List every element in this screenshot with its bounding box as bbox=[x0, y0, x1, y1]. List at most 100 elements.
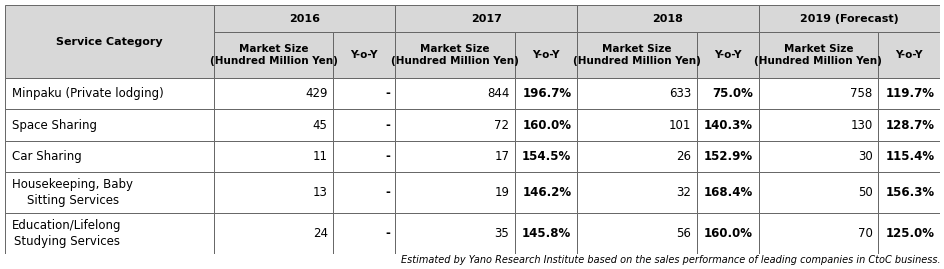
Bar bbox=[514, 32, 577, 78]
Bar bbox=[696, 32, 758, 78]
Bar bbox=[395, 5, 577, 32]
Bar bbox=[213, 141, 333, 172]
Text: 50: 50 bbox=[857, 186, 871, 199]
Bar bbox=[333, 172, 395, 213]
Text: 56: 56 bbox=[675, 227, 690, 240]
Bar bbox=[5, 141, 213, 172]
Bar bbox=[514, 141, 577, 172]
Text: 152.9%: 152.9% bbox=[703, 150, 752, 163]
Text: Car Sharing: Car Sharing bbox=[12, 150, 82, 163]
Bar bbox=[395, 172, 514, 213]
Bar bbox=[333, 109, 395, 141]
Bar bbox=[877, 213, 939, 254]
Bar bbox=[213, 213, 333, 254]
Bar bbox=[577, 78, 696, 109]
Text: 140.3%: 140.3% bbox=[703, 119, 752, 132]
Bar bbox=[333, 141, 395, 172]
Bar bbox=[696, 213, 758, 254]
Text: 633: 633 bbox=[668, 87, 690, 100]
Bar bbox=[877, 172, 939, 213]
Text: -: - bbox=[384, 87, 390, 100]
Bar bbox=[395, 109, 514, 141]
Text: 196.7%: 196.7% bbox=[522, 87, 571, 100]
Bar bbox=[877, 78, 939, 109]
Bar bbox=[696, 109, 758, 141]
Bar bbox=[577, 109, 696, 141]
Text: -: - bbox=[384, 186, 390, 199]
Bar bbox=[5, 109, 213, 141]
Bar bbox=[213, 109, 333, 141]
Text: Service Category: Service Category bbox=[56, 37, 162, 47]
Text: Minpaku (Private lodging): Minpaku (Private lodging) bbox=[12, 87, 164, 100]
Bar bbox=[577, 172, 696, 213]
Text: 125.0%: 125.0% bbox=[885, 227, 934, 240]
Bar bbox=[395, 141, 514, 172]
Text: 130: 130 bbox=[850, 119, 871, 132]
Text: 160.0%: 160.0% bbox=[703, 227, 752, 240]
Bar bbox=[213, 172, 333, 213]
Text: 17: 17 bbox=[494, 150, 509, 163]
Bar bbox=[213, 5, 395, 32]
Text: 2017: 2017 bbox=[470, 14, 501, 24]
Text: Market Size
(Hundred Million Yen): Market Size (Hundred Million Yen) bbox=[753, 44, 882, 66]
Bar bbox=[877, 141, 939, 172]
Text: 75.0%: 75.0% bbox=[712, 87, 752, 100]
Text: Market Size
(Hundred Million Yen): Market Size (Hundred Million Yen) bbox=[572, 44, 700, 66]
Text: Education/Lifelong
Studying Services: Education/Lifelong Studying Services bbox=[12, 219, 122, 248]
Bar bbox=[577, 32, 696, 78]
Text: 70: 70 bbox=[857, 227, 871, 240]
Text: 115.4%: 115.4% bbox=[885, 150, 934, 163]
Bar bbox=[577, 141, 696, 172]
Bar bbox=[758, 213, 877, 254]
Text: 2018: 2018 bbox=[651, 14, 683, 24]
Bar bbox=[395, 78, 514, 109]
Text: 11: 11 bbox=[312, 150, 328, 163]
Text: 2016: 2016 bbox=[289, 14, 320, 24]
Text: 26: 26 bbox=[675, 150, 690, 163]
Text: Market Size
(Hundred Million Yen): Market Size (Hundred Million Yen) bbox=[210, 44, 337, 66]
Text: 429: 429 bbox=[305, 87, 328, 100]
Text: 30: 30 bbox=[857, 150, 871, 163]
Bar bbox=[5, 172, 213, 213]
Text: 35: 35 bbox=[494, 227, 509, 240]
Text: Y-o-Y: Y-o-Y bbox=[713, 50, 740, 60]
Text: 145.8%: 145.8% bbox=[522, 227, 571, 240]
Bar bbox=[758, 172, 877, 213]
Text: 160.0%: 160.0% bbox=[522, 119, 571, 132]
Text: 19: 19 bbox=[494, 186, 509, 199]
Text: 128.7%: 128.7% bbox=[885, 119, 934, 132]
Text: 844: 844 bbox=[486, 87, 509, 100]
Text: Space Sharing: Space Sharing bbox=[12, 119, 97, 132]
Bar bbox=[758, 5, 939, 32]
Bar bbox=[213, 78, 333, 109]
Text: Y-o-Y: Y-o-Y bbox=[350, 50, 378, 60]
Bar bbox=[877, 109, 939, 141]
Bar bbox=[758, 78, 877, 109]
Bar bbox=[696, 141, 758, 172]
Text: 101: 101 bbox=[667, 119, 690, 132]
Text: Market Size
(Hundred Million Yen): Market Size (Hundred Million Yen) bbox=[391, 44, 518, 66]
Text: 168.4%: 168.4% bbox=[703, 186, 752, 199]
Text: 119.7%: 119.7% bbox=[885, 87, 934, 100]
Bar bbox=[758, 32, 877, 78]
Bar bbox=[333, 32, 395, 78]
Bar bbox=[213, 32, 333, 78]
Bar bbox=[696, 172, 758, 213]
Text: 45: 45 bbox=[312, 119, 328, 132]
Bar bbox=[514, 78, 577, 109]
Text: Y-o-Y: Y-o-Y bbox=[895, 50, 922, 60]
Text: 146.2%: 146.2% bbox=[522, 186, 571, 199]
Text: -: - bbox=[384, 150, 390, 163]
Bar bbox=[5, 5, 213, 78]
Bar bbox=[395, 32, 514, 78]
Text: 32: 32 bbox=[675, 186, 690, 199]
Text: 758: 758 bbox=[850, 87, 871, 100]
Bar bbox=[333, 213, 395, 254]
Text: 72: 72 bbox=[494, 119, 509, 132]
Text: 24: 24 bbox=[312, 227, 328, 240]
Text: Y-o-Y: Y-o-Y bbox=[531, 50, 559, 60]
Text: 2019 (Forecast): 2019 (Forecast) bbox=[800, 14, 898, 24]
Bar bbox=[5, 78, 213, 109]
Bar bbox=[577, 5, 758, 32]
Bar bbox=[5, 213, 213, 254]
